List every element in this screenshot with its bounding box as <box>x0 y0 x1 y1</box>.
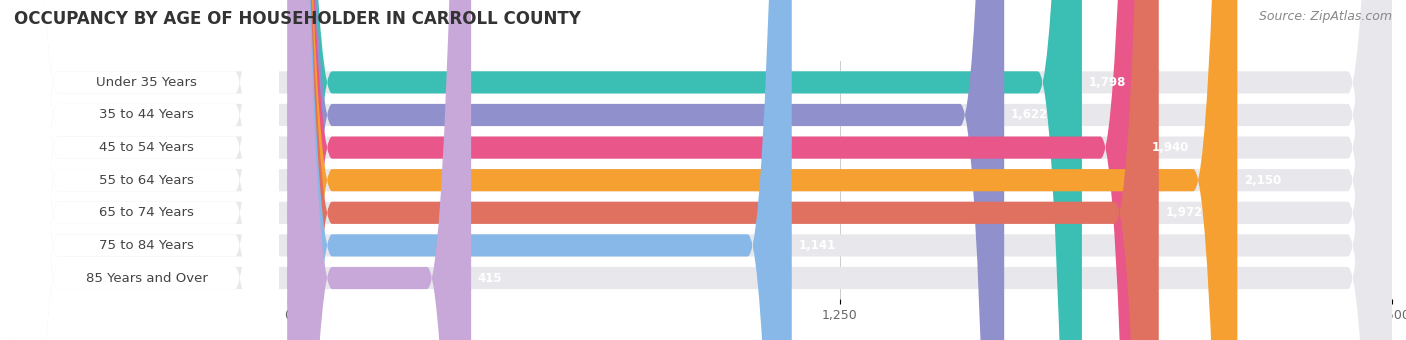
FancyBboxPatch shape <box>14 0 1392 340</box>
FancyBboxPatch shape <box>288 0 792 340</box>
FancyBboxPatch shape <box>14 0 278 340</box>
Text: Under 35 Years: Under 35 Years <box>96 76 197 89</box>
FancyBboxPatch shape <box>14 0 278 340</box>
Text: 1,141: 1,141 <box>799 239 835 252</box>
FancyBboxPatch shape <box>14 0 1392 340</box>
FancyBboxPatch shape <box>14 0 1392 340</box>
FancyBboxPatch shape <box>288 0 471 340</box>
Text: OCCUPANCY BY AGE OF HOUSEHOLDER IN CARROLL COUNTY: OCCUPANCY BY AGE OF HOUSEHOLDER IN CARRO… <box>14 10 581 28</box>
FancyBboxPatch shape <box>288 0 1004 340</box>
Text: 75 to 84 Years: 75 to 84 Years <box>98 239 194 252</box>
Text: 2,150: 2,150 <box>1244 174 1281 187</box>
FancyBboxPatch shape <box>14 0 1392 340</box>
FancyBboxPatch shape <box>14 0 278 340</box>
FancyBboxPatch shape <box>14 0 1392 340</box>
Text: 85 Years and Over: 85 Years and Over <box>86 272 208 285</box>
Text: Source: ZipAtlas.com: Source: ZipAtlas.com <box>1258 10 1392 23</box>
Text: 65 to 74 Years: 65 to 74 Years <box>98 206 194 219</box>
Text: 1,622: 1,622 <box>1011 108 1047 121</box>
FancyBboxPatch shape <box>14 0 1392 340</box>
FancyBboxPatch shape <box>14 0 278 340</box>
FancyBboxPatch shape <box>288 0 1237 340</box>
Text: 1,940: 1,940 <box>1152 141 1188 154</box>
FancyBboxPatch shape <box>14 0 1392 340</box>
Text: 1,972: 1,972 <box>1166 206 1202 219</box>
Text: 55 to 64 Years: 55 to 64 Years <box>98 174 194 187</box>
Text: 45 to 54 Years: 45 to 54 Years <box>98 141 194 154</box>
Text: 415: 415 <box>478 272 502 285</box>
FancyBboxPatch shape <box>14 0 278 340</box>
FancyBboxPatch shape <box>288 0 1159 340</box>
FancyBboxPatch shape <box>14 0 278 340</box>
Text: 1,798: 1,798 <box>1088 76 1126 89</box>
FancyBboxPatch shape <box>288 0 1144 340</box>
FancyBboxPatch shape <box>14 0 278 340</box>
FancyBboxPatch shape <box>288 0 1083 340</box>
Text: 35 to 44 Years: 35 to 44 Years <box>98 108 194 121</box>
